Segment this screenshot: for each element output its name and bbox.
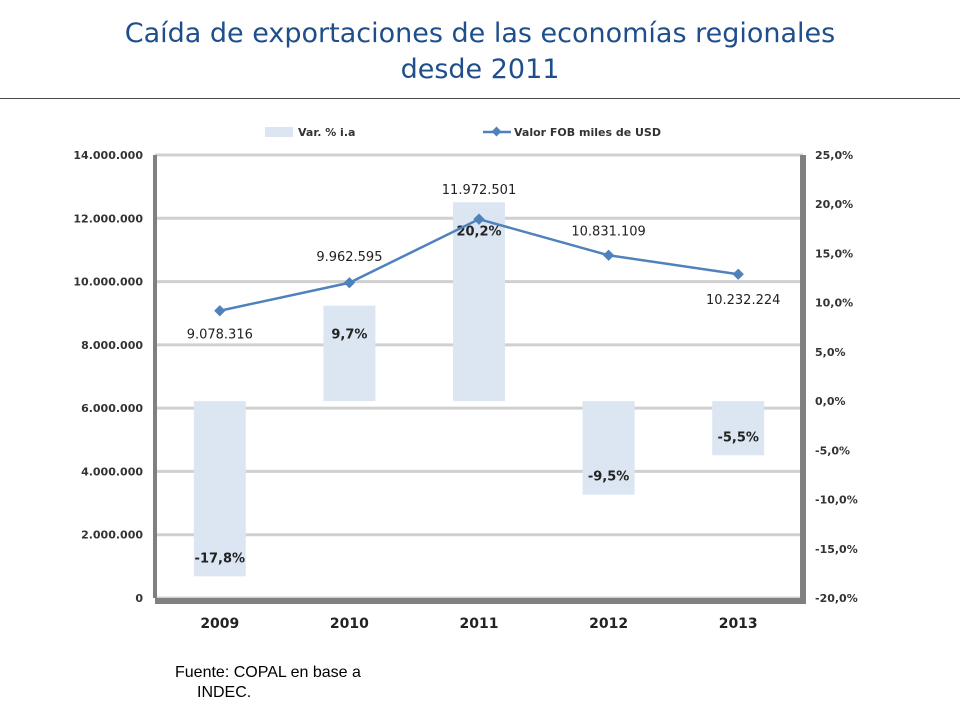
line-labels: 9.078.316 9.962.595 11.972.501 10.831.109 10… xyxy=(187,183,781,343)
legend-swatch-bar xyxy=(265,127,293,137)
x-axis-labels: 2009 2010 2011 2012 2013 xyxy=(200,616,757,632)
source-line-2: INDEC. xyxy=(197,684,252,701)
title-divider xyxy=(0,98,960,99)
slide-title-line-2: desde 2011 xyxy=(400,54,560,85)
right-axis-tick-label: 15,0% xyxy=(815,247,853,260)
left-axis-tick-label: 14.000.000 xyxy=(73,149,143,162)
right-axis-tick-label: -10,0% xyxy=(815,494,858,507)
bar xyxy=(323,305,376,402)
bar-series xyxy=(193,202,765,577)
legend-label-line: Valor FOB miles de USD xyxy=(514,126,661,139)
left-axis-tick-label: 2.000.000 xyxy=(81,529,143,542)
right-axis-tick-label: 10,0% xyxy=(815,297,853,310)
right-axis-tick-label: -20,0% xyxy=(815,592,858,605)
bar-label: -5,5% xyxy=(717,430,758,445)
slide-title: Caída de exportaciones de las economías … xyxy=(60,16,900,88)
right-axis-tick-label: -5,0% xyxy=(815,444,850,457)
slide-title-line-1: Caída de exportaciones de las economías … xyxy=(124,18,836,49)
source-note: Fuente: COPAL en base a INDEC. xyxy=(175,663,425,703)
bar-label: -9,5% xyxy=(588,470,629,485)
line-label: 9.962.595 xyxy=(316,250,382,265)
left-axis-ticks: 0 2.000.000 4.000.000 6.000.000 8.000.000 10.… xyxy=(73,149,143,605)
right-axis-tick-label: 20,0% xyxy=(815,198,853,211)
line-point xyxy=(732,268,744,280)
left-axis-tick-label: 8.000.000 xyxy=(81,339,143,352)
line-point xyxy=(473,213,485,225)
legend-label-bar: Var. % i.a xyxy=(298,126,355,139)
right-axis-tick-label: 5,0% xyxy=(815,346,846,359)
bar xyxy=(712,401,765,456)
left-axis-tick-label: 6.000.000 xyxy=(81,402,143,415)
bar-label: 9,7% xyxy=(331,328,367,343)
source-line-1: Fuente: COPAL en base a xyxy=(175,664,361,681)
line-label: 11.972.501 xyxy=(442,183,516,198)
line-label: 10.232.224 xyxy=(706,293,780,308)
x-axis-label: 2013 xyxy=(719,616,758,632)
bar xyxy=(453,202,505,402)
left-axis-tick-label: 10.000.000 xyxy=(73,276,143,289)
bar-labels: -17,8% 9,7% 20,2% -9,5% -5,5% xyxy=(195,224,759,566)
bar xyxy=(582,401,635,495)
line-point xyxy=(343,277,356,289)
line-label: 9.078.316 xyxy=(187,328,253,343)
left-axis-tick-label: 12.000.000 xyxy=(73,212,143,225)
bar-label: -17,8% xyxy=(195,551,246,566)
left-axis-tick-label: 0 xyxy=(135,592,143,605)
right-axis-tick-label: 0,0% xyxy=(815,395,846,408)
legend-swatch-marker xyxy=(491,126,502,137)
line-series xyxy=(214,213,744,317)
x-axis-label: 2009 xyxy=(200,616,239,632)
bar-label: 20,2% xyxy=(456,224,501,239)
right-axis-tick-label: 25,0% xyxy=(815,149,853,162)
bar xyxy=(193,401,246,577)
line-point xyxy=(602,249,615,261)
line-label: 10.831.109 xyxy=(571,224,645,239)
right-axis-tick-label: -15,0% xyxy=(815,543,858,556)
legend: Var. % i.a Valor FOB miles de USD xyxy=(265,126,661,139)
right-axis-ticks: -20,0% -15,0% -10,0% -5,0% 0,0% 5,0% 10,0% 15,0… xyxy=(815,149,858,605)
x-axis-label: 2010 xyxy=(330,616,369,632)
left-axis-tick-label: 4.000.000 xyxy=(81,465,143,478)
x-axis-label: 2012 xyxy=(589,616,628,632)
x-axis-label: 2011 xyxy=(460,616,499,632)
line-point xyxy=(214,305,226,317)
